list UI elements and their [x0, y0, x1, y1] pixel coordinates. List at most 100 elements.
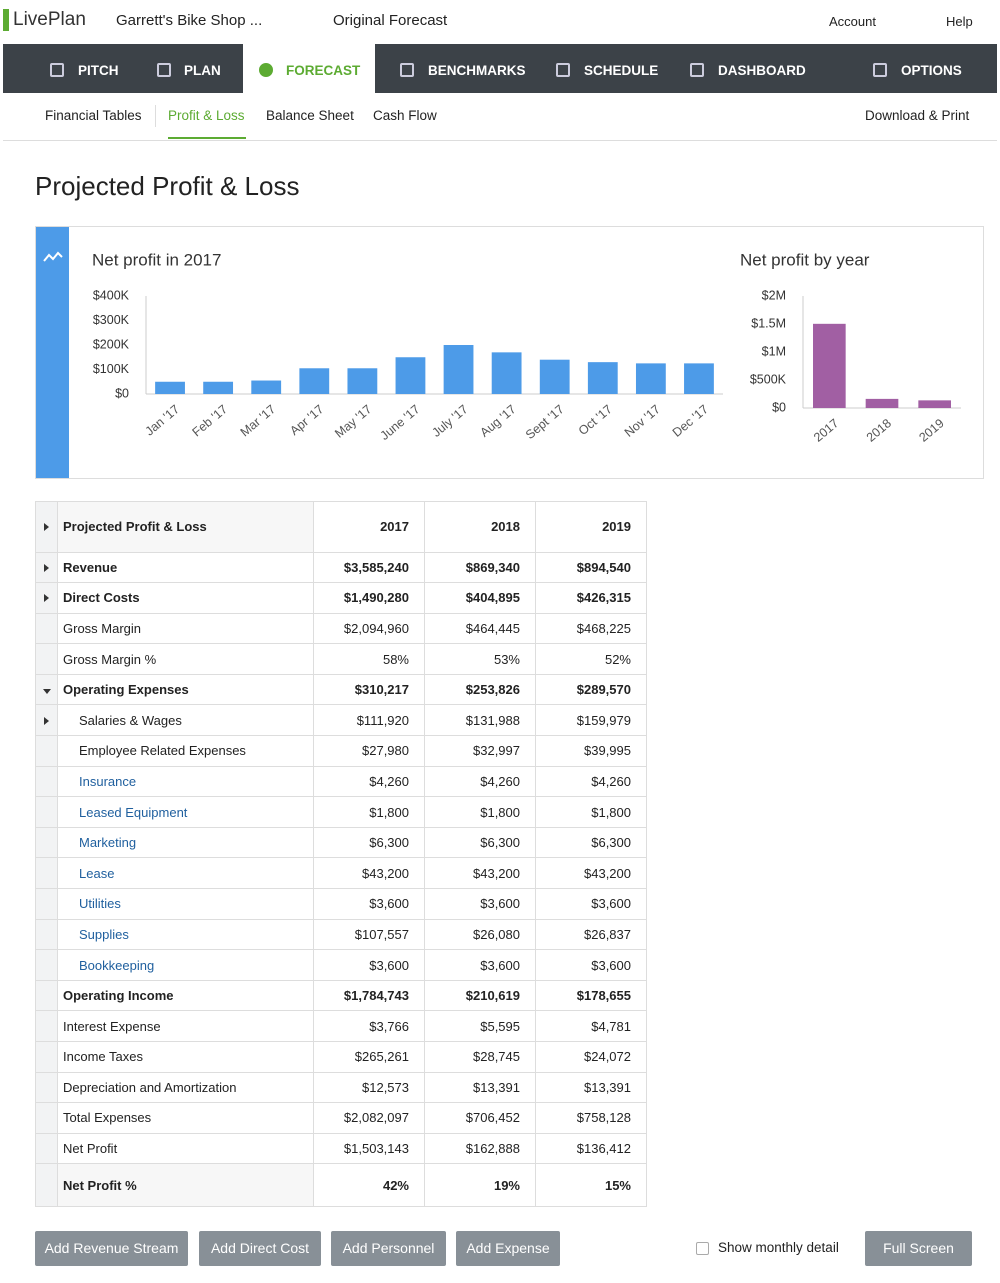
active-underline — [168, 137, 246, 139]
table-row: Leased Equipment $1,800 $1,800 $1,800 — [35, 796, 647, 828]
value-cell: 52% — [535, 643, 647, 675]
bar — [395, 357, 426, 394]
action-button[interactable]: Add Direct Cost — [199, 1231, 321, 1266]
nav-icon — [157, 63, 171, 77]
expander-cell — [35, 704, 58, 737]
value-cell: $4,260 — [424, 765, 536, 798]
label-cell: Salaries & Wages — [57, 704, 314, 737]
full-screen-button[interactable]: Full Screen — [865, 1231, 972, 1266]
value-cell: $3,600 — [424, 949, 536, 981]
nav-tab[interactable] — [135, 44, 136, 93]
bar — [203, 381, 234, 394]
action-button[interactable]: Add Personnel — [331, 1231, 446, 1266]
table-row: Supplies $107,557 $26,080 $26,837 — [35, 918, 647, 951]
value-cell: $131,988 — [424, 704, 536, 737]
nav-icon — [50, 63, 64, 77]
chart-title: Net profit by year — [740, 250, 870, 269]
y-tick-label: $2M — [762, 288, 786, 302]
logo-mark — [3, 9, 9, 31]
expander[interactable] — [42, 689, 51, 695]
label-cell[interactable]: Lease — [57, 857, 314, 890]
sub-tab[interactable]: Financial Tables — [45, 108, 142, 123]
nav-label[interactable]: OPTIONS — [901, 63, 962, 78]
nav-label[interactable]: PLAN — [184, 63, 221, 78]
checkbox-label[interactable]: Show monthly detail — [718, 1240, 839, 1255]
value-cell: $39,995 — [535, 735, 647, 767]
expander[interactable] — [44, 523, 49, 532]
sub-tab[interactable]: Balance Sheet — [266, 108, 354, 123]
nav-tab[interactable] — [537, 44, 538, 93]
help-menu[interactable]: Help — [946, 14, 973, 29]
nav-tab[interactable] — [3, 44, 4, 93]
business-selector[interactable]: Garrett's Bike Shop ... — [116, 12, 263, 29]
bar — [299, 368, 330, 394]
value-cell: $3,600 — [313, 888, 425, 920]
expander-cell — [35, 735, 58, 767]
label-cell: Employee Related Expenses — [57, 735, 314, 767]
expander-cell — [35, 1010, 58, 1042]
value-cell: $28,745 — [424, 1041, 536, 1073]
value-cell: $3,585,240 — [313, 551, 425, 584]
value-cell: $5,595 — [424, 1010, 536, 1042]
x-tick-label: Aug '17 — [477, 402, 518, 440]
label-cell[interactable]: Leased Equipment — [57, 796, 314, 828]
label-cell[interactable]: Marketing — [57, 826, 314, 859]
sub-tab[interactable]: Cash Flow — [373, 108, 437, 123]
value-cell: $1,784,743 — [313, 979, 425, 1012]
value-cell: $3,600 — [535, 888, 647, 920]
bar — [587, 362, 618, 394]
nav-label[interactable]: DASHBOARD — [718, 63, 806, 78]
value-cell: $43,200 — [535, 857, 647, 890]
sub-tab[interactable]: Profit & Loss — [168, 108, 245, 123]
y-tick-label: $300K — [93, 313, 130, 327]
value-cell: $869,340 — [424, 551, 536, 584]
label-cell: Revenue — [57, 551, 314, 584]
value-cell: $426,315 — [535, 582, 647, 614]
nav-label[interactable]: SCHEDULE — [584, 63, 659, 78]
label-cell[interactable]: Supplies — [57, 918, 314, 951]
value-cell: $464,445 — [424, 612, 536, 645]
main-nav: PITCH PLAN FORECAST BENCHMARKS SCHEDULE DASHB… — [3, 44, 997, 93]
bar — [539, 359, 570, 394]
nav-label[interactable]: BENCHMARKS — [428, 63, 526, 78]
value-cell: $13,391 — [424, 1071, 536, 1104]
expander[interactable] — [44, 594, 49, 603]
expander-cell — [35, 857, 58, 890]
download-print[interactable]: Download & Print — [865, 108, 970, 123]
value-cell: 58% — [313, 643, 425, 675]
nav-label[interactable]: PITCH — [78, 63, 119, 78]
label-cell[interactable]: Insurance — [57, 765, 314, 798]
table-row: Operating Income $1,784,743 $210,619 $178,6… — [35, 979, 647, 1012]
label-cell[interactable]: Bookkeeping — [57, 949, 314, 981]
x-tick-label: May '17 — [332, 402, 374, 441]
nav-icon — [259, 63, 273, 77]
expander-cell — [35, 673, 58, 706]
expander[interactable] — [44, 716, 49, 725]
value-cell: 53% — [424, 643, 536, 675]
label-cell[interactable]: Utilities — [57, 888, 314, 920]
checkbox[interactable] — [696, 1242, 709, 1255]
nav-tab[interactable] — [670, 44, 671, 93]
nav-label[interactable]: FORECAST — [286, 63, 361, 78]
x-tick-label: Feb '17 — [190, 402, 231, 439]
nav-icon — [873, 63, 887, 77]
nav-tab[interactable] — [851, 44, 852, 93]
value-cell: $210,619 — [424, 979, 536, 1012]
table-row: Utilities $3,600 $3,600 $3,600 — [35, 888, 647, 920]
y-tick-label: $0 — [772, 400, 786, 414]
nav-tab[interactable] — [383, 44, 384, 93]
action-button[interactable]: Add Revenue Stream — [35, 1231, 188, 1266]
forecast-selector[interactable]: Original Forecast — [333, 12, 448, 29]
expander[interactable] — [44, 563, 49, 572]
value-cell: $706,452 — [424, 1102, 536, 1134]
value-cell: $4,260 — [313, 765, 425, 798]
action-button[interactable]: Add Expense — [456, 1231, 560, 1266]
table-row: Insurance $4,260 $4,260 $4,260 — [35, 765, 647, 798]
table-row: Gross Margin $2,094,960 $464,445 $468,225 — [35, 612, 647, 645]
x-tick-label: July '17 — [429, 402, 470, 440]
label-cell: Income Taxes — [57, 1041, 314, 1073]
account-menu[interactable]: Account — [829, 14, 876, 29]
divider — [155, 105, 156, 127]
value-cell: $6,300 — [313, 826, 425, 859]
